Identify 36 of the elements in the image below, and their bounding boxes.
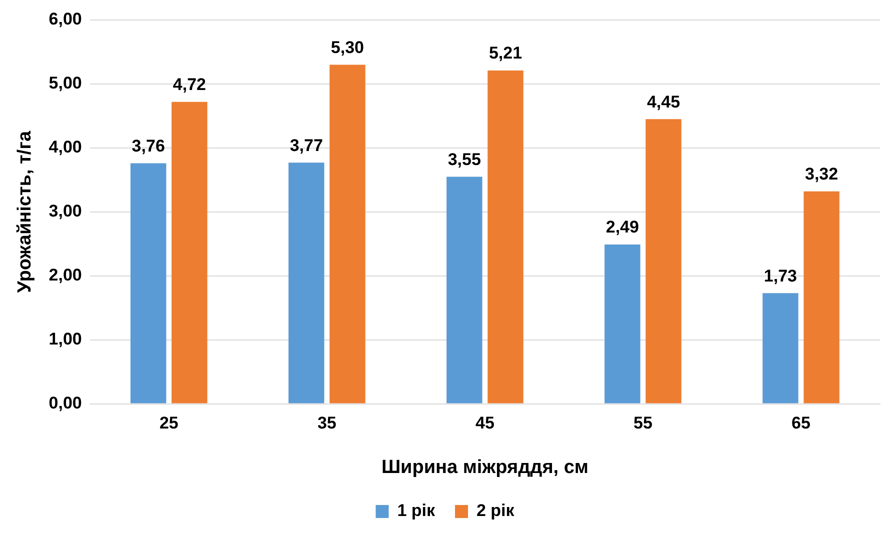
y-tick-label: 2,00 <box>48 266 82 285</box>
bar <box>488 70 524 404</box>
y-axis-title: Урожайність, т/га <box>14 130 36 293</box>
legend-label: 1 рік <box>397 501 436 520</box>
y-tick-label: 0,00 <box>48 393 82 412</box>
x-tick-label: 65 <box>792 414 810 433</box>
data-label: 5,21 <box>488 44 522 63</box>
x-axis-title: Ширина міжряддя, см <box>381 456 588 478</box>
bar <box>330 64 366 404</box>
bar <box>604 244 640 404</box>
data-label: 3,76 <box>132 136 165 156</box>
x-tick-label: 45 <box>475 414 494 433</box>
bar <box>130 163 166 404</box>
bar <box>288 162 324 404</box>
y-tick-label: 1,00 <box>48 330 82 349</box>
bar <box>172 102 208 404</box>
data-label: 5,30 <box>330 38 364 57</box>
data-label: 3,55 <box>448 150 481 169</box>
y-tick-label: 5,00 <box>48 74 82 93</box>
bar <box>446 176 482 404</box>
x-tick-label: 55 <box>634 414 652 433</box>
data-label: 1,73 <box>764 266 797 286</box>
bar <box>804 191 840 404</box>
data-label: 3,32 <box>804 164 838 184</box>
x-tick-label: 35 <box>317 414 336 433</box>
data-label: 4,72 <box>172 75 206 94</box>
data-label: 2,49 <box>606 218 639 237</box>
data-label: 3,77 <box>290 136 323 155</box>
x-tick-label: 25 <box>159 414 178 433</box>
y-tick-label: 4,00 <box>48 138 82 157</box>
y-tick-label: 3,00 <box>48 202 82 221</box>
bar <box>646 119 682 404</box>
legend-label: 2 рік <box>476 501 515 520</box>
data-label: 4,45 <box>646 92 680 112</box>
bar <box>762 293 798 404</box>
y-tick-label: 6,00 <box>48 10 82 29</box>
